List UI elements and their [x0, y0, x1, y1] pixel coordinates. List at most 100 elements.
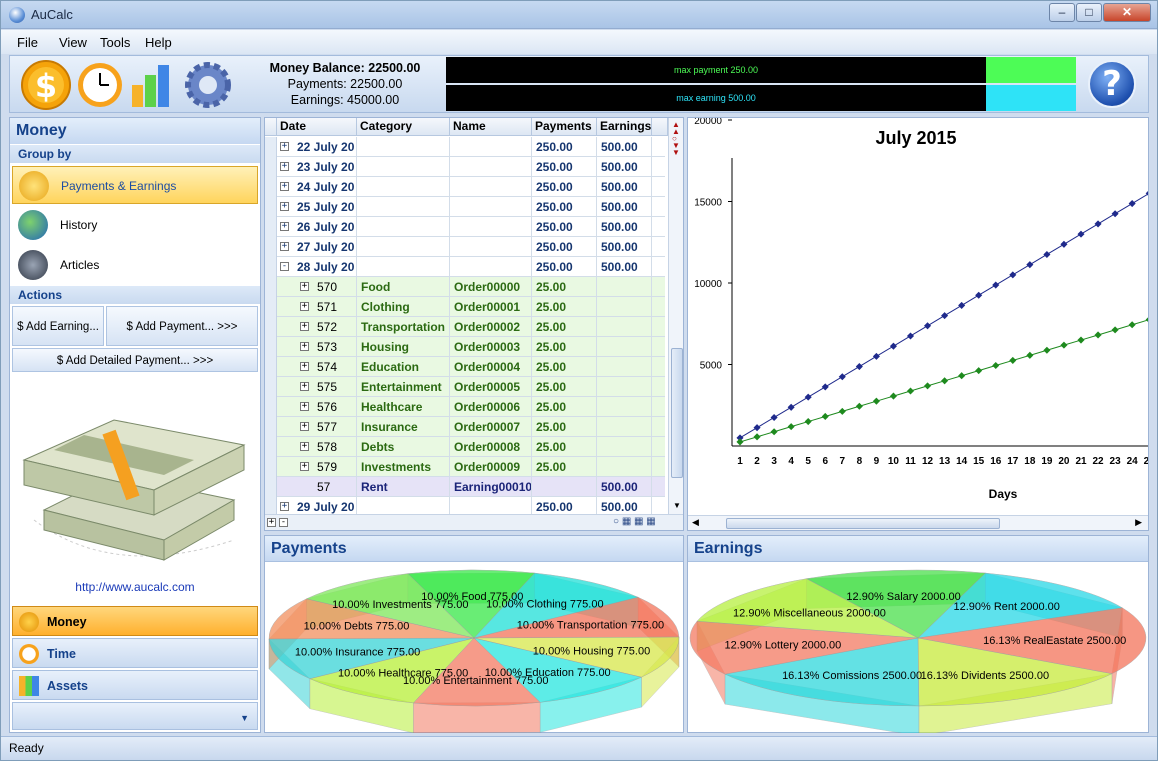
scroll-down-arrow-icon[interactable]: ▼ [673, 501, 681, 510]
h-scroll-thumb[interactable] [726, 518, 1000, 529]
expand-icon[interactable]: + [280, 181, 289, 191]
row-selector[interactable] [265, 317, 277, 337]
table-row[interactable]: +577 Insurance Order00007 25.00 [265, 417, 665, 437]
scroll-right-arrow-icon[interactable]: ▶ [1135, 517, 1142, 527]
maximize-button[interactable]: □ [1076, 3, 1102, 22]
expand-icon[interactable]: + [300, 321, 309, 331]
row-selector[interactable] [265, 377, 277, 397]
expand-icon[interactable]: + [280, 201, 289, 211]
row-selector[interactable] [265, 237, 277, 257]
col-date[interactable]: Date [277, 118, 357, 136]
expand-icon[interactable]: + [280, 221, 289, 231]
row-selector[interactable] [265, 197, 277, 217]
scroll-nav-icons[interactable]: ▲ ▲ ○ ▼ ▼ [672, 120, 680, 157]
expand-icon[interactable]: + [300, 281, 309, 291]
expand-icon[interactable]: + [300, 421, 309, 431]
table-row[interactable]: +27 July 20 250.00 500.00 [265, 237, 665, 257]
table-row[interactable]: +579 Investments Order00009 25.00 [265, 457, 665, 477]
data-point [787, 423, 795, 431]
col-name[interactable]: Name [450, 118, 532, 136]
table-row[interactable]: +570 Food Order00000 25.00 [265, 277, 665, 297]
bottom-nav-time[interactable]: Time [12, 638, 258, 668]
scroll-thumb[interactable] [671, 348, 683, 478]
expand-icon[interactable]: + [300, 441, 309, 451]
expand-icon[interactable]: + [300, 381, 309, 391]
row-selector[interactable] [265, 477, 277, 497]
row-selector[interactable] [265, 277, 277, 297]
collapse-all-icon[interactable]: - [279, 517, 288, 527]
time-toolbar-button[interactable] [74, 59, 126, 111]
table-row[interactable]: +575 Entertainment Order00005 25.00 [265, 377, 665, 397]
row-selector[interactable] [265, 397, 277, 417]
table-row[interactable]: +573 Housing Order00003 25.00 [265, 337, 665, 357]
table-row[interactable]: +24 July 20 250.00 500.00 [265, 177, 665, 197]
row-selector[interactable] [265, 357, 277, 377]
chart-horizontal-scrollbar[interactable]: ◀ ▶ [688, 515, 1148, 530]
website-link[interactable]: http://www.aucalc.com [75, 580, 195, 594]
row-selector[interactable] [265, 417, 277, 437]
table-row[interactable]: +22 July 20 250.00 500.00 [265, 137, 665, 157]
row-selector[interactable] [265, 437, 277, 457]
nav-payments-earnings[interactable]: Payments & Earnings [12, 166, 258, 204]
scroll-left-arrow-icon[interactable]: ◀ [692, 517, 699, 527]
row-selector[interactable] [265, 337, 277, 357]
bottom-nav-money[interactable]: Money [12, 606, 258, 636]
cell-text: 571 [317, 300, 338, 314]
expand-icon[interactable]: + [280, 501, 289, 511]
row-selector[interactable] [265, 217, 277, 237]
nav-history[interactable]: History [12, 206, 258, 244]
expand-icon[interactable]: + [300, 341, 309, 351]
table-row[interactable]: +571 Clothing Order00001 25.00 [265, 297, 665, 317]
expand-all-icon[interactable]: + [267, 517, 276, 527]
row-selector[interactable] [265, 177, 277, 197]
view-mode-icons[interactable]: ○ ▦ ▦ ▦ [613, 516, 656, 527]
menu-view[interactable]: View [59, 35, 87, 50]
col-payments[interactable]: Payments [532, 118, 597, 136]
expand-icon[interactable]: + [280, 161, 289, 171]
cell-category: Insurance [357, 417, 450, 437]
table-row[interactable]: +29 July 20 250.00 500.00 [265, 497, 665, 517]
table-row[interactable]: +578 Debts Order00008 25.00 [265, 437, 665, 457]
menu-file[interactable]: File [17, 35, 38, 50]
row-selector[interactable] [265, 137, 277, 157]
menu-help[interactable]: Help [145, 35, 172, 50]
expand-icon[interactable]: + [280, 241, 289, 251]
table-row[interactable]: 57 Rent Earning00010 500.00 [265, 477, 665, 497]
help-button[interactable]: ? [1088, 60, 1136, 108]
menu-tools[interactable]: Tools [100, 35, 131, 50]
table-row[interactable]: +574 Education Order00004 25.00 [265, 357, 665, 377]
add-earning-button[interactable]: $ Add Earning... [12, 306, 104, 346]
bottom-nav-assets[interactable]: Assets [12, 670, 258, 700]
add-detailed-payment-button[interactable]: $ Add Detailed Payment... >>> [12, 348, 258, 372]
row-selector[interactable] [265, 157, 277, 177]
expand-icon[interactable]: + [300, 361, 309, 371]
bottom-nav-more[interactable]: ▼ [12, 702, 258, 730]
grid-vertical-scrollbar[interactable]: ▲ ▲ ○ ▼ ▼ ▼ [668, 118, 683, 514]
row-selector[interactable] [265, 457, 277, 477]
expand-icon[interactable]: + [300, 401, 309, 411]
row-selector[interactable] [265, 297, 277, 317]
collapse-icon[interactable]: - [280, 261, 289, 271]
row-selector[interactable] [265, 497, 277, 517]
expand-icon[interactable]: + [300, 301, 309, 311]
row-selector[interactable] [265, 257, 277, 277]
table-row[interactable]: +25 July 20 250.00 500.00 [265, 197, 665, 217]
table-row[interactable]: +572 Transportation Order00002 25.00 [265, 317, 665, 337]
pie-slice [473, 636, 680, 678]
assets-toolbar-button[interactable] [128, 59, 180, 111]
table-row[interactable]: +576 Healthcare Order00006 25.00 [265, 397, 665, 417]
close-button[interactable]: ✕ [1103, 3, 1151, 22]
table-row[interactable]: +23 July 20 250.00 500.00 [265, 157, 665, 177]
expand-icon[interactable]: + [280, 141, 289, 151]
col-category[interactable]: Category [357, 118, 450, 136]
add-payment-button[interactable]: $ Add Payment... >>> [106, 306, 258, 346]
table-row[interactable]: -28 July 20 250.00 500.00 [265, 257, 665, 277]
minimize-button[interactable]: – [1049, 3, 1075, 22]
expand-icon[interactable]: + [300, 461, 309, 471]
cell-text: Order00006 [454, 400, 521, 414]
table-row[interactable]: +26 July 20 250.00 500.00 [265, 217, 665, 237]
money-toolbar-button[interactable]: $ [20, 59, 72, 111]
settings-toolbar-button[interactable] [182, 59, 234, 111]
col-earnings[interactable]: Earnings [597, 118, 652, 136]
nav-articles[interactable]: Articles [12, 246, 258, 284]
